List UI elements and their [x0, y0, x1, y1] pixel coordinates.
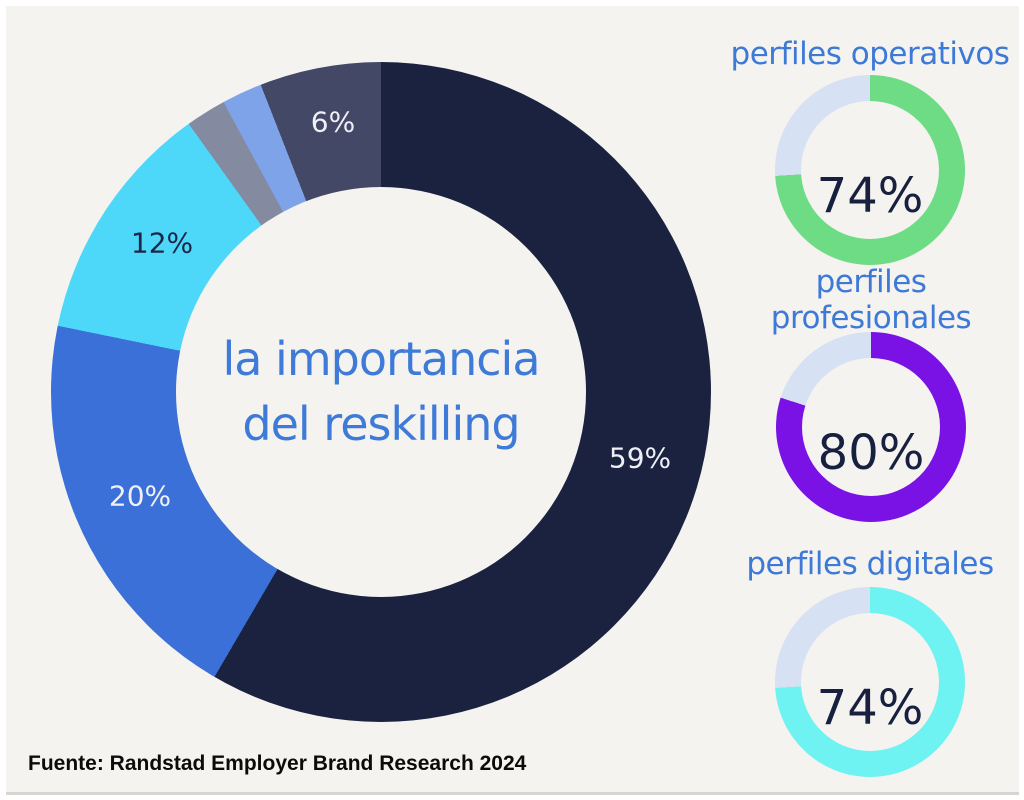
gauge-value-operativos: 74% — [816, 168, 924, 224]
chart-title-line-2: del reskilling — [242, 397, 520, 451]
gauge-value-profesionales: 80% — [817, 425, 925, 481]
donut-hole — [176, 187, 586, 597]
gauge-value-digitales: 74% — [816, 680, 924, 736]
gauge-hole — [802, 358, 940, 496]
chart-title: la importancia del reskilling — [51, 62, 711, 722]
gauge-label-digitales: perfiles digitales — [746, 546, 994, 582]
gauge-label-profesionales: perfiles profesionales — [770, 264, 972, 336]
gauge-label-operativos: perfiles operativos — [730, 36, 1010, 72]
gauge-hole — [801, 101, 939, 239]
slice-label-59: 59% — [608, 441, 672, 475]
source-citation: Fuente: Randstad Employer Brand Research… — [28, 752, 527, 775]
slice-label-12: 12% — [130, 226, 194, 260]
chart-title-line-1: la importancia — [222, 332, 540, 386]
slice-label-6: 6% — [310, 105, 356, 139]
gauge-profesionales: 80% — [776, 332, 966, 522]
reskilling-donut-chart: la importancia del reskilling 59% 20% 12… — [51, 62, 711, 722]
gauge-digitales: 74% — [775, 587, 965, 777]
gauge-operativos: 74% — [775, 75, 965, 265]
slice-label-20: 20% — [108, 479, 172, 513]
gauge-hole — [801, 613, 939, 751]
